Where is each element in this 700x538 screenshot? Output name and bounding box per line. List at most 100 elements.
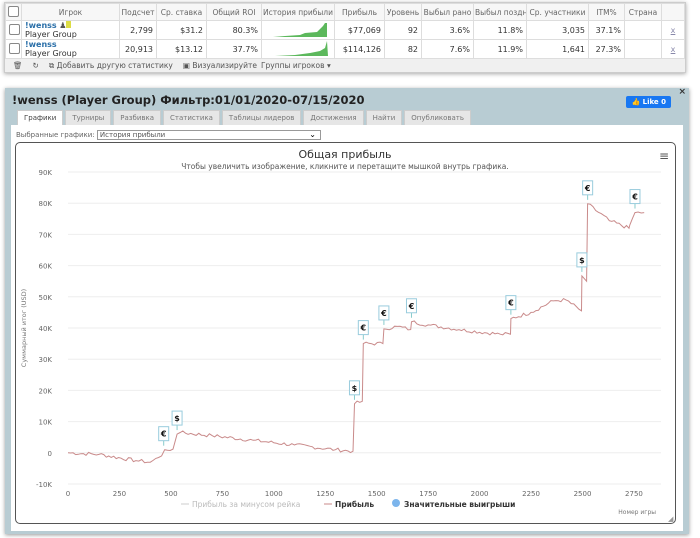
- profit-sparkline: [261, 39, 335, 59]
- player-group: Player Group: [25, 30, 77, 39]
- big-win-marker: [348, 380, 360, 396]
- chart-select-label: Выбранные графики:: [16, 131, 95, 139]
- legend-rake: Прибыль за минусом рейка: [192, 500, 300, 509]
- x-tick-label: 0: [66, 490, 70, 498]
- x-tick-label: 1250: [316, 490, 334, 498]
- row-checkbox[interactable]: [5, 39, 22, 59]
- big-win-symbol: €: [507, 299, 514, 308]
- add-stat-button[interactable]: ⧉ Добавить другую статистику: [48, 60, 173, 70]
- x-tick-label: 250: [113, 490, 126, 498]
- x-tick-label: 750: [216, 490, 229, 498]
- select-all-checkbox[interactable]: [5, 3, 22, 21]
- col-profit[interactable]: Прибыль: [334, 3, 385, 21]
- col-avg-stake[interactable]: Ср. ставка: [156, 3, 207, 21]
- x-axis-label: Номер игры: [618, 509, 656, 516]
- tab-leaderboards[interactable]: Таблицы лидеров: [221, 110, 302, 125]
- menu-icon[interactable]: ≡: [659, 149, 669, 163]
- profit-line: [67, 203, 645, 464]
- tab-statistics[interactable]: Статистика: [163, 110, 220, 125]
- late: 11.8%: [473, 20, 527, 40]
- player-link[interactable]: !wenss: [25, 40, 57, 50]
- profit: $77,069: [334, 20, 385, 40]
- col-itm[interactable]: ITM%: [588, 3, 625, 21]
- table-row: !wenss Player Group 20,913 $13.12 37.7% $…: [5, 39, 685, 59]
- level: 82: [384, 39, 422, 59]
- chart-subtitle: Чтобы увеличить изображение, кликните и …: [181, 162, 509, 171]
- chevron-down-icon: ⌄: [309, 130, 316, 139]
- big-win-symbol: €: [160, 430, 167, 439]
- col-history[interactable]: История прибыли: [261, 3, 335, 21]
- person-icon: ♟: [59, 21, 67, 31]
- trash-icon[interactable]: 🗑: [13, 61, 23, 70]
- y-tick-label: 80K: [39, 200, 53, 208]
- big-win-symbol: €: [631, 193, 638, 202]
- facebook-like-button[interactable]: 👍 Like 0: [626, 96, 671, 108]
- x-tick-label: 2000: [471, 490, 489, 498]
- player-panel: !wenss (Player Group) Фильтр:01/01/2020-…: [5, 87, 689, 534]
- col-roi[interactable]: Общий ROI: [206, 3, 262, 21]
- close-icon[interactable]: ×: [678, 87, 686, 97]
- y-tick-label: 30K: [39, 356, 53, 364]
- x-tick-label: 500: [164, 490, 177, 498]
- early: 3.6%: [421, 20, 474, 40]
- chart-select[interactable]: История прибыли ⌄: [96, 130, 321, 140]
- late: 11.9%: [473, 39, 527, 59]
- y-tick-label: 40K: [39, 325, 53, 333]
- visualize-button[interactable]: ▣ Визуализируйте: [182, 61, 257, 70]
- tab-charts[interactable]: Графики: [17, 110, 64, 125]
- big-win-symbol: €: [380, 309, 387, 318]
- remove-row-button[interactable]: x: [661, 20, 685, 40]
- avg-stake: $13.12: [156, 39, 207, 59]
- row-checkbox[interactable]: [5, 20, 22, 40]
- player-link[interactable]: !wenss: [25, 21, 57, 31]
- table-footer: 🗑 ↻ ⧉ Добавить другую статистику ▣ Визуа…: [5, 59, 685, 72]
- country: [624, 20, 662, 40]
- col-late[interactable]: Выбыл поздн: [473, 3, 527, 21]
- x-tick-label: 2500: [574, 490, 592, 498]
- count: 2,799: [119, 20, 157, 40]
- note-icon: [66, 21, 72, 28]
- country: [624, 39, 662, 59]
- legend-bigwins-swatch: [392, 499, 400, 507]
- big-win-marker: [629, 189, 641, 205]
- panel-title: !wenss (Player Group) Фильтр:01/01/2020-…: [12, 93, 365, 107]
- col-avg-field[interactable]: Ср. участники: [526, 3, 589, 21]
- x-tick-label: 2250: [522, 490, 540, 498]
- big-win-symbol: €: [408, 302, 415, 311]
- col-level[interactable]: Уровень: [384, 3, 422, 21]
- big-win-symbol: $: [352, 384, 358, 393]
- roi: 80.3%: [206, 20, 262, 40]
- level: 92: [384, 20, 422, 40]
- col-player[interactable]: Игрок: [21, 3, 120, 21]
- remove-row-button[interactable]: x: [661, 39, 685, 59]
- player-group: Player Group: [25, 49, 77, 58]
- tab-publish[interactable]: Опубликовать: [404, 110, 471, 125]
- profit: $114,126: [334, 39, 385, 59]
- tab-breakdown[interactable]: Разбивка: [113, 110, 162, 125]
- big-win-marker: [158, 426, 170, 442]
- avg-stake: $31.2: [156, 20, 207, 40]
- early: 7.6%: [421, 39, 474, 59]
- tab-content: Выбранные графики: История прибыли ⌄ Обща…: [11, 125, 683, 531]
- col-country[interactable]: Страна: [624, 3, 662, 21]
- table-row: !wenss ♟ Player Group 2,799 $31.2 80.3% $…: [5, 20, 685, 40]
- itm: 27.3%: [588, 39, 625, 59]
- big-win-marker: [505, 295, 517, 311]
- legend-bigwins: Значительные выигрыши: [404, 500, 515, 509]
- big-win-symbol: €: [584, 184, 591, 193]
- y-tick-label: 0: [48, 450, 52, 458]
- tab-achievements[interactable]: Достижения: [303, 110, 364, 125]
- count: 20,913: [119, 39, 157, 59]
- tab-search[interactable]: Найти: [365, 110, 403, 125]
- col-early[interactable]: Выбыл рано: [421, 3, 474, 21]
- player-groups-dropdown[interactable]: Группы игроков ▾: [260, 61, 331, 70]
- refresh-icon[interactable]: ↻: [32, 61, 39, 70]
- tab-tournaments[interactable]: Турниры: [65, 110, 112, 125]
- col-count[interactable]: Подсчет: [119, 3, 157, 21]
- x-tick-label: 1000: [265, 490, 283, 498]
- y-tick-label: 50K: [39, 294, 53, 302]
- y-tick-label: -10K: [36, 481, 52, 489]
- big-win-marker: [582, 180, 594, 196]
- x-tick-label: 1500: [368, 490, 386, 498]
